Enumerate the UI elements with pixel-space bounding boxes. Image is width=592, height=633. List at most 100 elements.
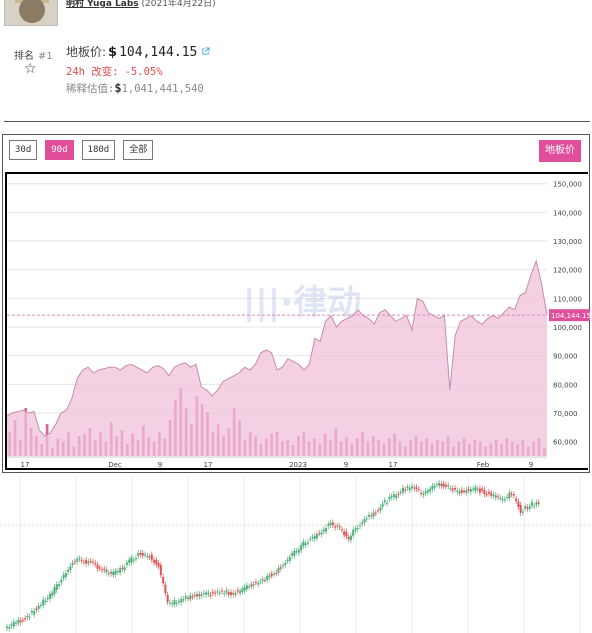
y-tick-label: 80,000 bbox=[553, 381, 578, 389]
metric-floor-price-button[interactable]: 地板价 bbox=[539, 140, 581, 162]
candle-body bbox=[429, 488, 432, 492]
candle-body bbox=[526, 507, 529, 509]
candle-body bbox=[368, 514, 371, 517]
candle-body bbox=[91, 561, 94, 563]
candle-body bbox=[325, 527, 328, 532]
candle-body bbox=[492, 494, 495, 496]
candle-body bbox=[431, 485, 434, 490]
star-outline-icon[interactable]: ☆ bbox=[24, 61, 37, 77]
candle-body bbox=[399, 492, 402, 494]
range-180d-button[interactable]: 180d bbox=[81, 140, 116, 160]
candle-body bbox=[243, 587, 246, 591]
candle-body bbox=[96, 564, 99, 569]
candle-body bbox=[528, 506, 531, 509]
candle-body bbox=[230, 592, 233, 595]
candle-body bbox=[442, 483, 445, 487]
candle-body bbox=[162, 576, 165, 584]
candle-body bbox=[508, 492, 511, 499]
candle-body bbox=[196, 594, 199, 597]
candle-body bbox=[257, 583, 260, 585]
floor-price-value: 104,144.15 bbox=[119, 45, 198, 60]
chart-frame: 150,000 140,000 130,000 120,000 110,000 100,0… bbox=[5, 172, 590, 470]
candle-body bbox=[200, 594, 203, 596]
candle-body bbox=[116, 571, 119, 573]
candle-body bbox=[499, 497, 502, 499]
candle-body bbox=[62, 574, 65, 579]
candle-body bbox=[157, 563, 160, 567]
created-date: (2021年4月22日) bbox=[141, 0, 216, 9]
creator-link[interactable]: 明村 Yuga Labs bbox=[66, 0, 139, 9]
candle-body bbox=[444, 484, 447, 487]
candle-body bbox=[139, 552, 142, 555]
x-tick-label: 17 bbox=[389, 461, 398, 469]
candle-body bbox=[395, 495, 398, 499]
candle-body bbox=[44, 600, 47, 602]
x-tick-label: 17 bbox=[204, 461, 213, 469]
candle-body bbox=[71, 562, 74, 565]
collection-avatar[interactable] bbox=[4, 0, 58, 26]
candle-body bbox=[365, 518, 368, 520]
candle-body bbox=[483, 489, 486, 495]
candle-body bbox=[259, 581, 262, 583]
range-30d-button[interactable]: 30d bbox=[9, 140, 38, 160]
floor-price-chart[interactable]: 150,000 140,000 130,000 120,000 110,000 100,0… bbox=[7, 174, 590, 470]
candle-body bbox=[132, 559, 135, 561]
candle-body bbox=[207, 592, 210, 595]
candle-body bbox=[347, 536, 350, 540]
candle-body bbox=[232, 592, 235, 595]
candle-body bbox=[476, 488, 479, 490]
current-value-label: 104,144.15 bbox=[551, 312, 590, 320]
diluted-valuation: 稀释估值:$1,041,441,540 bbox=[66, 81, 204, 96]
avatar-head bbox=[19, 0, 45, 23]
candle-body bbox=[338, 526, 341, 528]
candle-body bbox=[358, 525, 361, 527]
candle-body bbox=[223, 592, 226, 595]
range-90d-button[interactable]: 90d bbox=[45, 140, 74, 160]
candle-body bbox=[35, 608, 38, 610]
y-tick-label: 120,000 bbox=[553, 267, 582, 275]
candle-body bbox=[173, 600, 176, 605]
candle-body bbox=[130, 557, 133, 563]
candle-body bbox=[474, 487, 477, 492]
range-all-button[interactable]: 全部 bbox=[123, 140, 154, 160]
candle-body bbox=[517, 501, 520, 507]
candle-body bbox=[277, 567, 280, 573]
candle-body bbox=[39, 604, 42, 606]
candle-body bbox=[472, 488, 475, 490]
candle-body bbox=[417, 489, 420, 491]
candle-body bbox=[456, 490, 459, 492]
candle-body bbox=[6, 626, 8, 629]
candle-body bbox=[282, 565, 285, 567]
candle-body bbox=[340, 529, 343, 531]
diluted-currency: $ bbox=[114, 81, 122, 95]
candle-body bbox=[345, 531, 348, 537]
candle-body bbox=[451, 488, 454, 491]
candle-body bbox=[370, 515, 373, 517]
x-tick-label: Dec bbox=[108, 461, 122, 469]
candle-body bbox=[19, 620, 22, 623]
candle-body bbox=[42, 599, 45, 606]
candle-body bbox=[98, 567, 101, 569]
candle-body bbox=[58, 584, 61, 587]
candle-body bbox=[300, 545, 303, 551]
candle-body bbox=[155, 559, 158, 565]
candle-body bbox=[191, 596, 194, 598]
candle-body bbox=[225, 590, 228, 593]
candle-body bbox=[469, 489, 472, 492]
external-link-icon[interactable] bbox=[201, 47, 210, 56]
candle-body bbox=[51, 592, 54, 596]
candle-body bbox=[148, 556, 151, 558]
candle-body bbox=[273, 573, 275, 575]
candle-body bbox=[26, 616, 29, 618]
candle-body bbox=[82, 561, 85, 563]
candle-body bbox=[193, 595, 196, 597]
change-24h: 24h 改变: -5.05% bbox=[66, 64, 163, 79]
candle-body bbox=[166, 594, 169, 603]
candle-body bbox=[291, 553, 294, 556]
candle-body bbox=[119, 568, 122, 573]
candle-body bbox=[241, 588, 244, 592]
rank-value: #1 bbox=[38, 51, 53, 62]
candle-body bbox=[121, 567, 124, 570]
y-tick-label: 100,000 bbox=[553, 324, 582, 332]
candle-body bbox=[356, 528, 359, 530]
